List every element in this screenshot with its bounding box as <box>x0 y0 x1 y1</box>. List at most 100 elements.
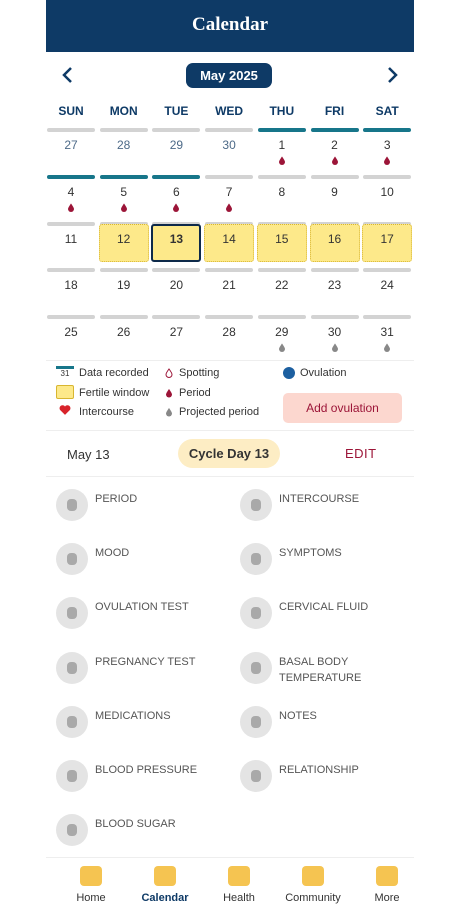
period-marker-svg <box>226 203 233 212</box>
weekday: MON <box>109 104 138 118</box>
day-number[interactable]: 10 <box>380 184 394 199</box>
recorded-bar <box>47 174 95 179</box>
tracker-label[interactable]: MOOD <box>95 547 130 560</box>
period-marker-svg <box>68 203 74 212</box>
day-number[interactable]: 16 <box>327 231 342 246</box>
tracker-label[interactable]: BASAL BODY TEMPERATURE <box>279 655 362 684</box>
day-number[interactable]: 6 <box>173 184 180 199</box>
day-number[interactable]: 4 <box>67 184 75 199</box>
projected-icon <box>164 405 174 417</box>
day-bar <box>363 268 412 273</box>
day-number[interactable]: 13 <box>169 231 184 246</box>
tracker-label[interactable]: BLOOD PRESSURE <box>95 764 198 776</box>
fertile-cell <box>204 223 255 262</box>
day-bar <box>152 315 201 320</box>
day-number[interactable]: 8 <box>278 184 286 199</box>
tracker-glyph <box>67 824 77 837</box>
weekday: WED <box>215 104 244 118</box>
nav-icon <box>302 866 324 886</box>
day-number[interactable]: 27 <box>64 138 78 152</box>
day-number[interactable]: 18 <box>64 278 78 293</box>
day-bar <box>152 128 201 132</box>
day-number[interactable]: 31 <box>380 325 394 340</box>
legend-projected: Projected period <box>179 406 260 418</box>
day-bar <box>363 174 412 179</box>
projected-marker <box>382 340 392 353</box>
day-bar <box>363 315 412 320</box>
day-number[interactable]: 9 <box>331 184 338 199</box>
tracker-label[interactable]: SYMPTOMS <box>279 547 342 560</box>
day-number[interactable]: 17 <box>380 231 394 246</box>
nav-label[interactable]: Calendar <box>141 892 189 904</box>
day-number[interactable]: 27 <box>169 325 184 340</box>
day-number[interactable]: 23 <box>327 278 342 293</box>
day-number[interactable]: 21 <box>222 278 236 293</box>
day-number[interactable]: 14 <box>222 231 236 246</box>
tracker-label[interactable]: NOTES <box>279 709 317 722</box>
day-number[interactable]: 30 <box>327 325 342 340</box>
day-bar <box>257 268 306 273</box>
recorded-bar <box>152 174 201 179</box>
day-number[interactable]: 19 <box>117 278 131 293</box>
tracker-label[interactable]: BLOOD SUGAR <box>95 818 176 831</box>
add-ovulation-button[interactable]: Add ovulation <box>283 393 402 423</box>
day-number[interactable]: 11 <box>64 231 78 246</box>
nav-label[interactable]: More <box>374 892 400 904</box>
nav-label[interactable]: Home <box>76 892 106 904</box>
tracker-glyph <box>251 661 261 674</box>
month-label[interactable]: May 2025 <box>186 63 272 88</box>
day-number[interactable]: 1 <box>278 138 286 152</box>
divider <box>46 360 414 361</box>
tracker-label[interactable]: PERIOD <box>95 493 138 505</box>
day-number[interactable]: 28 <box>117 138 131 152</box>
recorded-bar <box>363 128 412 132</box>
day-number[interactable]: 2 <box>331 138 338 152</box>
tracker-label[interactable]: PREGNANCY TEST <box>95 655 196 668</box>
day-number[interactable]: 26 <box>117 325 131 340</box>
day-bar <box>205 128 254 132</box>
next-month[interactable] <box>382 64 402 86</box>
tracker-glyph <box>67 499 77 511</box>
day-number[interactable]: 5 <box>120 184 128 199</box>
day-number[interactable]: 15 <box>275 231 289 246</box>
legend-intercourse: Intercourse <box>79 406 135 418</box>
tracker-label[interactable]: INTERCOURSE <box>279 493 360 505</box>
day-number[interactable]: 25 <box>64 325 78 340</box>
day-bar <box>47 268 95 273</box>
tracker-label[interactable]: CERVICAL FLUID <box>279 601 369 614</box>
day-number[interactable]: 28 <box>222 325 236 340</box>
intercourse-icon <box>57 403 73 417</box>
day-number[interactable]: 20 <box>169 278 184 293</box>
tracker-glyph <box>251 499 261 511</box>
day-number[interactable]: 29 <box>169 138 184 152</box>
prev-month[interactable] <box>58 64 78 86</box>
tracker-label[interactable]: RELATIONSHIP <box>279 764 359 776</box>
tracker-label[interactable]: OVULATION TEST <box>95 601 189 614</box>
day-number[interactable]: 30 <box>222 138 236 152</box>
day-number[interactable]: 29 <box>275 325 289 340</box>
fertile-cell <box>98 223 149 262</box>
nav-label[interactable]: Community <box>285 892 341 904</box>
period-marker <box>224 200 234 212</box>
day-bar <box>152 268 201 273</box>
edit-button[interactable]: EDIT <box>345 446 377 461</box>
day-number[interactable]: 22 <box>275 278 289 293</box>
nav-icon <box>154 866 176 886</box>
period-marker <box>277 153 287 165</box>
tracker-glyph <box>67 553 77 566</box>
period-marker <box>171 200 181 212</box>
legend-period: Period <box>179 387 211 399</box>
day-number[interactable]: 3 <box>383 138 391 152</box>
nav-icon <box>228 866 250 886</box>
day-number[interactable]: 7 <box>225 184 233 199</box>
period-marker <box>119 200 129 212</box>
day-number[interactable]: 24 <box>380 278 394 293</box>
period-icon-svg <box>166 389 172 398</box>
day-number[interactable]: 12 <box>117 231 131 246</box>
nav-label[interactable]: Health <box>223 892 255 904</box>
recorded-bar <box>310 128 359 132</box>
period-marker-svg <box>120 203 127 212</box>
tracker-label[interactable]: MEDICATIONS <box>95 709 171 722</box>
